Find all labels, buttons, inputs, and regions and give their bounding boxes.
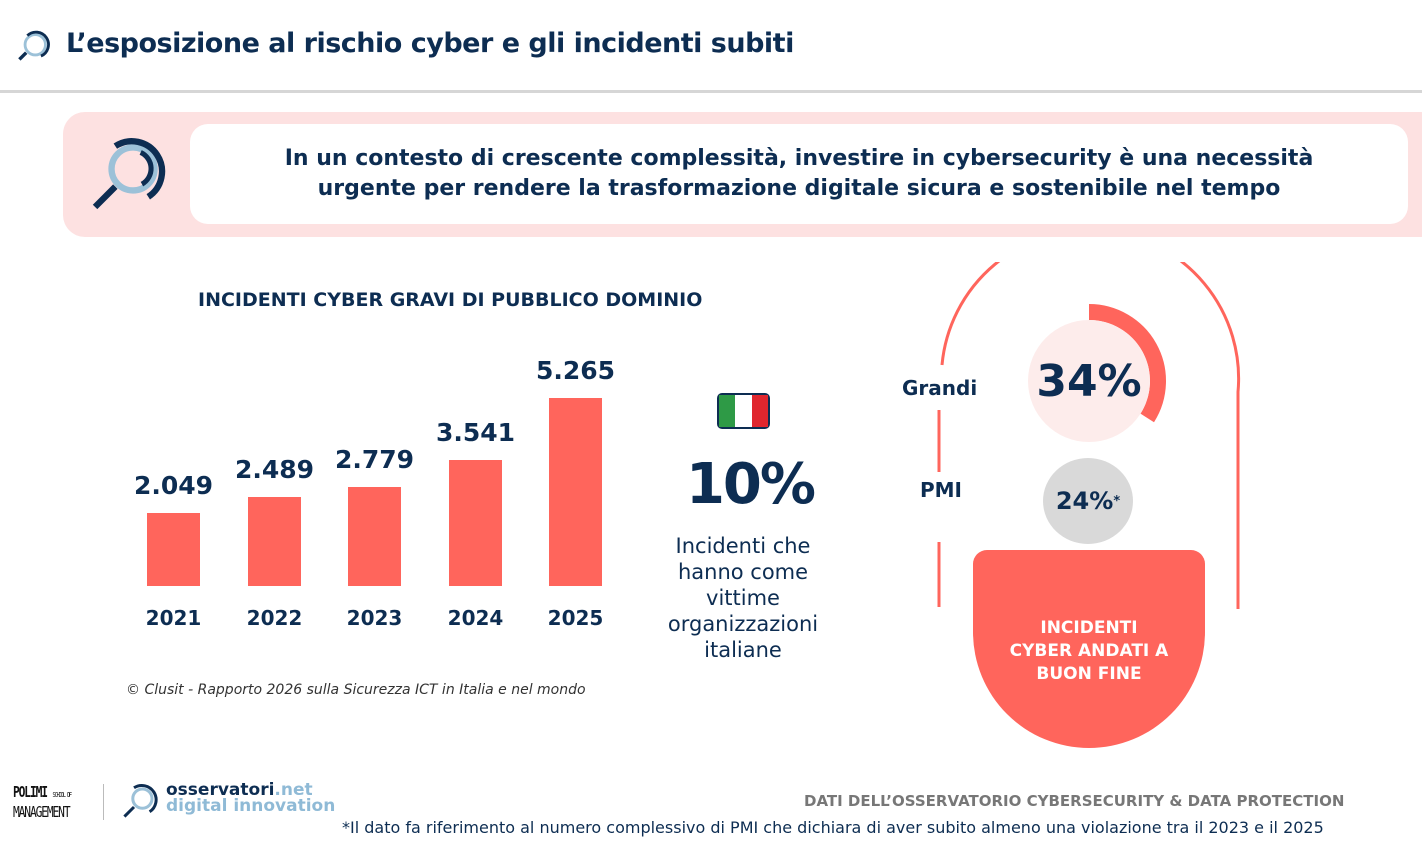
polimi-text: MANAGEMENT (13, 803, 71, 821)
desc-line: Incidenti che (675, 534, 811, 558)
bar-2023 (348, 486, 401, 586)
key-message-line: urgente per rendere la trasformazione di… (317, 176, 1281, 201)
pmi-value: 24% (1055, 487, 1114, 515)
grandi-circle: 34% (1028, 320, 1150, 442)
x-tick-label: 2021 (145, 606, 202, 630)
bar-2024 (449, 459, 502, 586)
data-label: 2.489 (234, 455, 315, 485)
magnifier-icon (18, 30, 50, 61)
x-tick-label: 2025 (547, 606, 604, 630)
desc-line: hanno come (677, 560, 809, 584)
box-line: CYBER ANDATI A (1009, 641, 1169, 661)
chart-source: © Clusit - Rapporto 2026 sulla Sicurezza… (126, 682, 586, 698)
osservatori-logo: osservatori.net digital innovation (166, 780, 336, 816)
success-box: INCIDENTI CYBER ANDATI A BUON FINE (973, 550, 1205, 748)
key-message: In un contesto di crescente complessità,… (190, 124, 1408, 224)
grandi-value: 34% (1036, 355, 1142, 407)
pmi-label: PMI (920, 478, 963, 502)
bar-2022 (248, 497, 301, 586)
divider (103, 784, 104, 820)
pmi-footnote-mark: * (1113, 493, 1121, 509)
x-tick-label: 2023 (346, 606, 403, 630)
logo-text: .net (274, 780, 313, 800)
bar-2021 (147, 512, 200, 586)
arch-outline (937, 262, 1241, 609)
polimi-text: POLIMI (13, 783, 48, 801)
desc-line: italiane (704, 638, 782, 662)
desc-line: organizzazioni (667, 612, 819, 636)
grandi-label: Grandi (902, 376, 978, 400)
data-label: 3.541 (435, 417, 516, 447)
x-tick-label: 2022 (246, 606, 303, 630)
divider (0, 90, 1422, 93)
bar-2025 (549, 398, 602, 586)
italy-percent: 10% (685, 452, 816, 517)
page-title: L’esposizione al rischio cyber e gli inc… (66, 28, 794, 59)
grandi-progress-arc (1088, 304, 1166, 423)
data-label: 5.265 (535, 356, 616, 385)
chart-title: INCIDENTI CYBER GRAVI DI PUBBLICO DOMINI… (198, 289, 703, 311)
italy-flag-icon (717, 393, 770, 429)
box-line: BUON FINE (1036, 664, 1142, 684)
italy-description: Incidenti che hanno come vittime organiz… (653, 533, 833, 663)
box-line: INCIDENTI (1040, 618, 1138, 638)
logo-text: digital innovation (166, 796, 336, 816)
data-label: 2.049 (133, 470, 214, 500)
polimi-text: SCHOOL OF (52, 791, 72, 799)
footnote: *Il dato fa riferimento al numero comple… (342, 818, 1324, 837)
observatory-label: DATI DELL’OSSERVATORIO CYBERSECURITY & D… (804, 792, 1345, 810)
x-tick-label: 2024 (447, 606, 504, 630)
osservatori-logo-icon (123, 784, 158, 818)
logo-text: osservatori (166, 780, 275, 800)
data-label: 2.779 (334, 444, 415, 474)
desc-line: vittime (706, 586, 780, 610)
key-message-line: In un contesto di crescente complessità,… (284, 146, 1314, 171)
pmi-circle: 24% * (1043, 458, 1133, 544)
magnifier-icon (92, 138, 166, 210)
polimi-logo: POLIMI SCHOOL OF MANAGEMENT (13, 783, 72, 821)
